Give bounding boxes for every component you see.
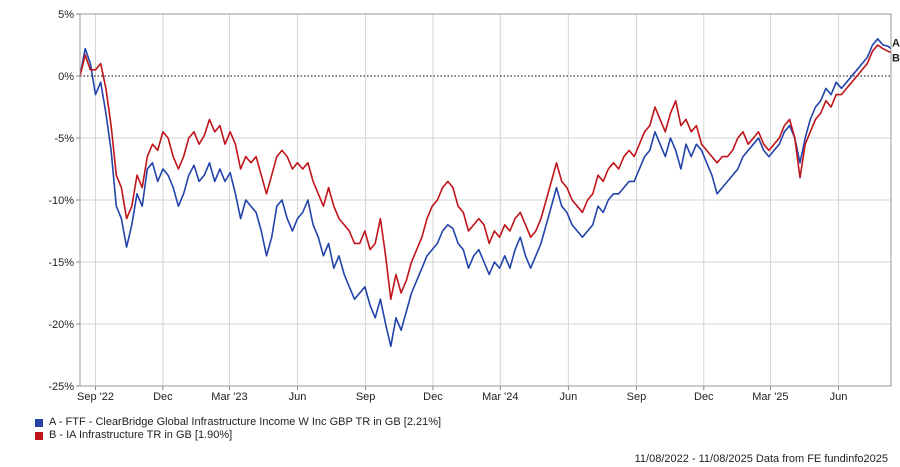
series-lines [79, 38, 892, 348]
x-tick-label: Dec [423, 391, 443, 403]
x-tick-label: Jun [830, 391, 848, 403]
legend-label-a: A - FTF - ClearBridge Global Infrastruct… [49, 416, 442, 428]
legend-label-b: B - IA Infrastructure TR in GB [1.90%] [49, 429, 233, 441]
x-tick-label: Mar '25 [752, 391, 788, 403]
x-axis-tick-labels: Sep '22 Dec Mar '23 Jun Sep Dec Mar '24 Jun Sep D… [77, 391, 847, 403]
x-tick-label: Jun [560, 391, 578, 403]
series-end-labels: AB [892, 38, 900, 65]
x-tick-label: Dec [153, 391, 173, 403]
y-tick-label: 0% [58, 71, 74, 83]
y-tick-label: -5% [54, 133, 74, 145]
x-tick-label: Mar '24 [482, 391, 518, 403]
x-tick-label: Sep '22 [77, 391, 114, 403]
plot-frame [76, 13, 892, 390]
y-tick-label: 5% [58, 9, 74, 21]
legend-swatch-a [35, 418, 43, 427]
x-tick-label: Dec [694, 391, 714, 403]
grid-lines [80, 13, 891, 387]
plot-border [79, 13, 892, 387]
legend-item-b: B - IA Infrastructure TR in GB [1.90%] [35, 429, 441, 442]
x-tick-label: Sep [627, 391, 647, 403]
legend-item-a: A - FTF - ClearBridge Global Infrastruct… [35, 416, 441, 429]
date-range-source-footer: 11/08/2022 - 11/08/2025 Data from FE fun… [634, 453, 888, 465]
end-label-a: A [892, 38, 900, 50]
end-label-b: B [892, 52, 900, 64]
legend-swatch-b [35, 431, 43, 440]
x-tick-label: Mar '23 [211, 391, 247, 403]
y-axis-tick-labels: 5% 0% -5% -10% -15% -20% -25% [48, 9, 74, 393]
y-tick-label: -10% [48, 195, 74, 207]
y-tick-label: -15% [48, 257, 74, 269]
series-line-a [79, 38, 892, 348]
chart-legend: A - FTF - ClearBridge Global Infrastruct… [35, 416, 441, 442]
y-tick-label: -20% [48, 319, 74, 331]
series-line-b [79, 44, 892, 300]
x-tick-label: Jun [289, 391, 307, 403]
x-tick-label: Sep [356, 391, 376, 403]
y-tick-label: -25% [48, 381, 74, 393]
